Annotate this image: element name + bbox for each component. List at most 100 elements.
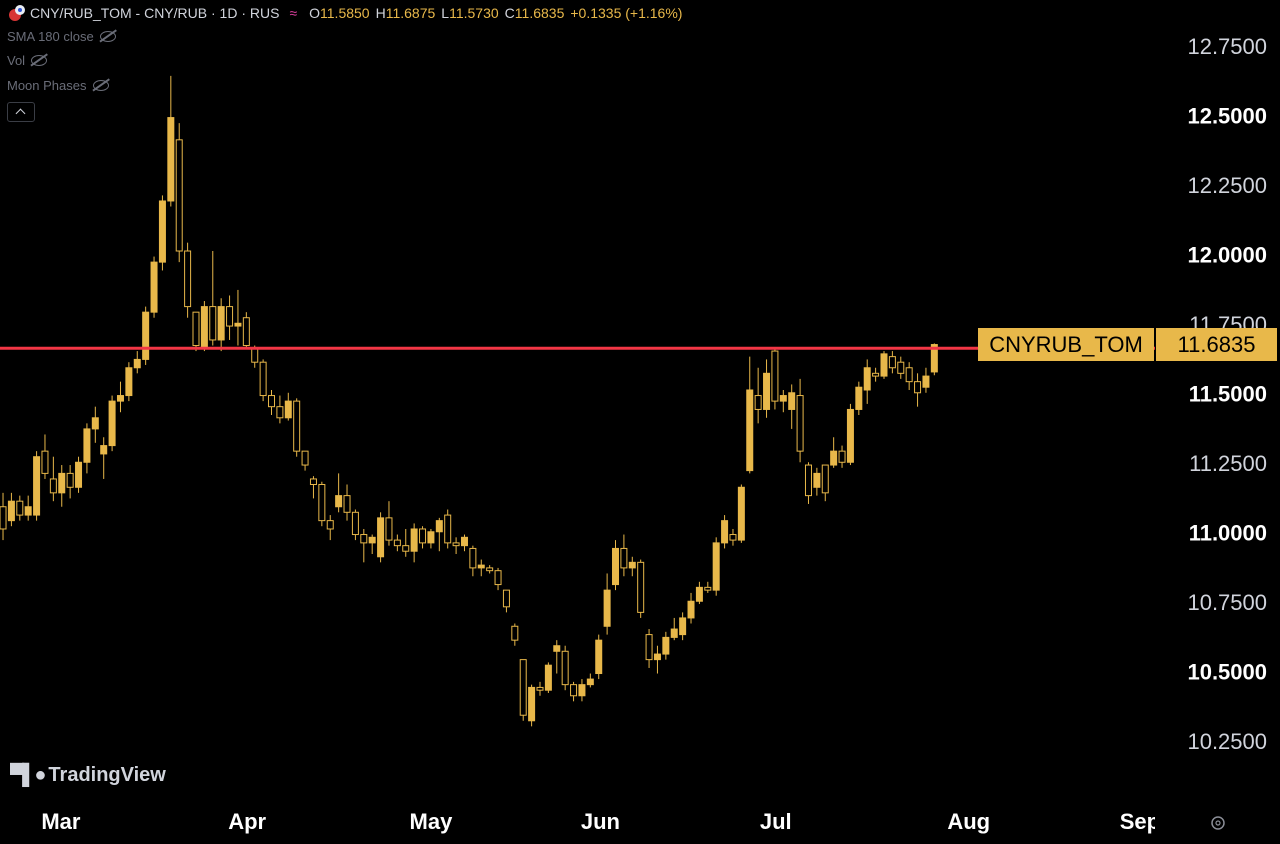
candle-body <box>813 472 821 488</box>
candle-body <box>150 261 158 313</box>
x-tick-label: Mar <box>41 809 81 834</box>
candle-body <box>335 495 343 508</box>
candle-body <box>830 450 838 466</box>
indicator-name: Moon Phases <box>7 78 87 93</box>
x-tick-label: Aug <box>947 809 990 834</box>
indicator-name: Vol <box>7 53 26 68</box>
y-tick-label: 12.7500 <box>1187 34 1267 59</box>
candle-body <box>570 684 578 697</box>
candle-body <box>368 536 376 544</box>
candle-body <box>444 514 452 544</box>
candle-body <box>746 389 754 472</box>
candle-body <box>360 534 368 544</box>
indicator[interactable]: SMA 180 close <box>7 29 116 44</box>
candle-body <box>410 528 418 552</box>
candle-body <box>536 686 544 691</box>
candle-body <box>276 406 284 419</box>
candle-body <box>603 589 611 627</box>
candle-body <box>888 356 896 369</box>
candles <box>0 75 1155 727</box>
visibility-icon[interactable] <box>92 80 109 91</box>
candle-body <box>637 561 645 613</box>
candle-body <box>737 486 745 541</box>
candle-body <box>293 400 301 452</box>
candle-body <box>66 472 74 488</box>
candle-body <box>670 628 678 638</box>
x-tick-label: Apr <box>228 809 266 834</box>
candle-body <box>125 367 133 397</box>
ohlc-value: 11.6835 <box>514 5 565 21</box>
candle-body <box>33 456 41 516</box>
compare-icon[interactable]: ≈ <box>289 5 298 21</box>
settings-icon-core <box>1215 820 1221 826</box>
candle-body <box>435 520 443 533</box>
candle-body <box>318 484 326 522</box>
ohlc-value: 11.5730 <box>449 5 499 21</box>
candle-body <box>226 306 234 327</box>
candle-body <box>83 428 91 463</box>
settings-icon[interactable] <box>1211 816 1225 830</box>
candle-body <box>519 659 527 716</box>
candle-body <box>351 511 359 536</box>
indicator[interactable]: Vol <box>7 53 48 68</box>
collapse-button[interactable] <box>7 102 35 122</box>
price-tag-label: CNYRUB_TOM <box>978 328 1154 361</box>
candle-body <box>796 395 804 452</box>
candle-body <box>897 361 905 374</box>
candle-body <box>268 395 276 408</box>
candle-body <box>251 347 259 363</box>
candle-body <box>133 358 141 369</box>
candle-body <box>628 561 636 569</box>
candle-body <box>695 586 703 602</box>
candle-body <box>309 478 317 486</box>
y-tick-label: 10.5000 <box>1187 659 1267 684</box>
candle-body <box>16 500 24 516</box>
candle-body <box>494 570 502 586</box>
candle-body <box>553 645 561 652</box>
candle-body <box>419 528 427 544</box>
visibility-icon[interactable] <box>31 55 48 66</box>
candle-body <box>905 367 913 383</box>
candle-body <box>704 586 712 591</box>
candle-body <box>7 500 15 522</box>
ohlc-key: H <box>375 5 386 21</box>
y-tick-label: 10.7500 <box>1187 590 1267 615</box>
candle-body <box>712 542 720 591</box>
visibility-icon[interactable] <box>99 31 116 42</box>
candle-body <box>788 392 796 410</box>
brand-name: TradingView <box>48 764 166 786</box>
candle-body <box>779 395 787 402</box>
candle-body <box>209 306 217 341</box>
candle-body <box>167 117 175 202</box>
candle-body <box>561 650 569 686</box>
brand-logo: ▀▌● <box>10 764 46 786</box>
candle-body <box>863 367 871 391</box>
candle-body <box>804 464 812 497</box>
candle-body <box>24 506 32 516</box>
indicator[interactable]: Moon Phases <box>7 78 109 93</box>
candle-body <box>175 139 183 252</box>
candle-body <box>838 450 846 463</box>
change: +0.1335 (+1.16%) <box>570 5 683 21</box>
candle-body <box>502 589 510 608</box>
candle-body <box>91 417 99 430</box>
y-tick-label: 11.5000 <box>1189 381 1267 406</box>
candle-body <box>108 400 116 447</box>
candle-body <box>75 461 83 488</box>
candle-body <box>855 386 863 410</box>
y-tick-label: 11.2500 <box>1189 451 1267 476</box>
candle-body <box>914 381 922 394</box>
candle-body <box>41 450 49 474</box>
x-tick-label: Jul <box>760 809 792 834</box>
candle-body <box>653 653 661 661</box>
candle-body <box>301 450 309 466</box>
candle-body <box>922 375 930 388</box>
y-tick-label: 12.0000 <box>1187 242 1267 267</box>
x-axis: Mar Apr May Jun Jul Aug Sep <box>41 809 1155 834</box>
candle-body <box>486 567 494 572</box>
candle-body <box>242 317 250 347</box>
candle-body <box>385 517 393 541</box>
x-tick-label: Jun <box>581 809 620 834</box>
candle-body <box>234 322 242 327</box>
